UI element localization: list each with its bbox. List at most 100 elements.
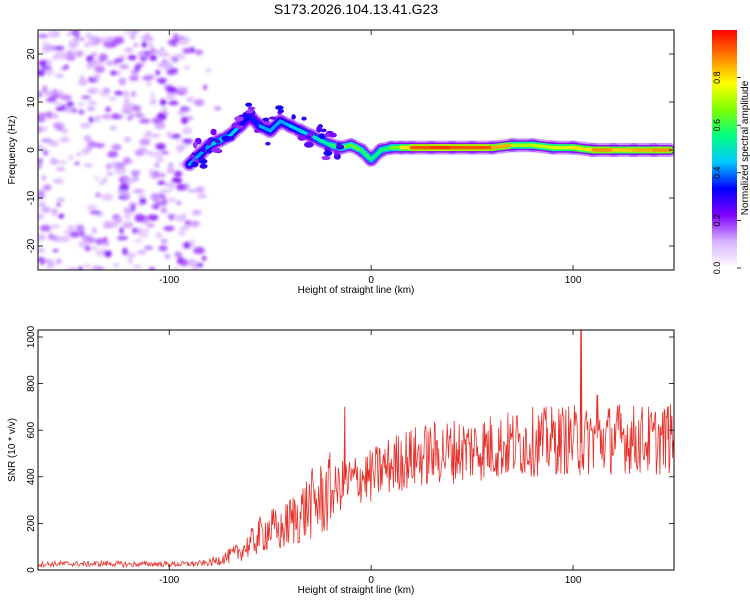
noise-blob [102,237,108,244]
noise-blob [61,127,69,134]
noise-blob [171,177,183,184]
noise-blob [56,258,62,265]
noise-blobs [38,30,222,270]
noise-blob [134,65,141,71]
noise-blob [176,201,182,205]
noise-blob [122,156,131,165]
spectrogram-y-axis: -20 -10 0 10 20 [26,48,674,253]
noise-blob [80,122,91,129]
noise-blob [150,192,160,201]
noise-blob [45,111,54,119]
noise-blob [43,150,49,156]
noise-blob [121,107,132,115]
noise-blob [181,138,194,144]
noise-blob [111,144,122,151]
noise-blob [42,46,47,54]
noise-blob [79,37,85,41]
noise-blob [158,189,171,194]
noise-blob [183,241,191,249]
noise-blob [94,142,105,149]
noise-blob [154,205,159,210]
noise-blob [163,225,175,232]
noise-blob [74,161,80,165]
snr-frame [37,329,675,571]
noise-blob [42,184,52,191]
noise-blob [66,267,79,270]
noise-blob [78,265,83,270]
noise-blob [38,125,43,134]
noise-blob [186,259,198,267]
noise-blob [111,161,117,169]
noise-blob [116,236,129,241]
signal-blob [247,106,256,110]
noise-blob [174,214,186,222]
noise-blob [69,231,81,238]
noise-blob [195,186,205,194]
signal-track-segment [278,119,293,128]
noise-blob [118,64,130,70]
noise-blob [172,67,178,75]
noise-blob [88,116,94,124]
noise-blob [157,180,166,185]
signal-blob [234,116,244,122]
noise-blob [87,99,97,106]
noise-blob [160,238,168,244]
noise-blob [63,64,69,69]
noise-blob [123,178,135,184]
noise-blob [102,221,114,229]
noise-blob [52,46,65,50]
noise-blob [76,102,85,106]
noise-blob [38,90,43,98]
noise-blob [90,78,99,83]
noise-blob [94,114,101,123]
noise-blob [169,186,175,191]
x-tick-label: 0 [368,575,374,586]
noise-blob [51,207,58,216]
noise-blob [182,47,193,54]
noise-blob [193,246,205,255]
noise-blob [67,225,76,230]
signal-blob [324,146,331,152]
noise-blob [38,69,46,77]
snr-series-line [38,330,674,569]
noise-blob [76,152,81,157]
noise-blob [70,30,80,36]
colorbar-tick-label: 0.2 [712,214,722,227]
noise-blob [53,238,65,243]
noise-blob [38,112,48,117]
noise-blob [47,261,55,269]
colorbar-label: Normalized spectral amplitude [740,80,750,215]
noise-blob [105,163,112,171]
noise-blob [57,160,68,165]
y-tick-label: 200 [26,515,37,532]
signal-blob [323,150,333,156]
noise-blob [149,99,157,105]
noise-blob [54,51,67,60]
noise-blob [38,202,47,207]
noise-blob [159,99,167,106]
signal-blob [191,161,199,168]
noise-blob [141,35,151,42]
noise-blob [160,47,165,52]
noise-blob [126,220,132,229]
noise-blob [49,157,56,165]
signal-blob [235,125,244,129]
noise-blob [136,228,144,235]
noise-blob [110,70,118,76]
noise-blob [55,106,65,111]
noise-blob [151,47,156,52]
noise-blob [95,65,105,71]
noise-blob [47,140,60,147]
noise-blob [56,167,66,171]
noise-blob [132,189,145,193]
noise-blob [107,151,119,158]
noise-blob [133,169,142,173]
signal-track-segment [369,148,383,162]
signal-track-segment [248,114,262,128]
noise-blob [102,87,110,93]
noise-blob [114,90,124,96]
noise-blob [193,265,198,270]
y-tick-label: 20 [26,48,37,60]
noise-blob [183,65,191,70]
noise-blob [133,43,139,48]
